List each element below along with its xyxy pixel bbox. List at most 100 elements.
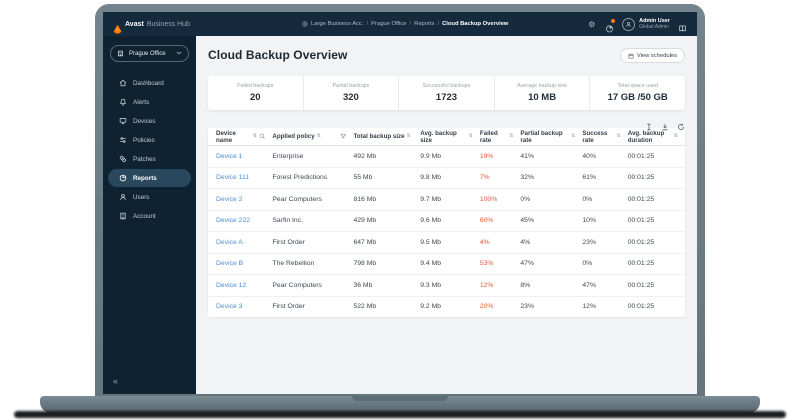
cell-applied-policy: Pear Computers [272,281,322,289]
cell-partial-backup-rate: 4% [520,238,531,246]
avast-logo: Avast Business Hub [113,20,190,34]
sidebar-item-dashboard[interactable]: Dashboard [108,74,191,92]
filter-funnel-icon[interactable] [340,133,347,140]
column-header-device-name[interactable]: Device name ⇅ [208,130,272,144]
cell-applied-policy: Sarfin Inc. [272,217,303,225]
backup-report-table: Device name ⇅ Applied policy ⇅ [208,128,685,317]
cell-total-backup-size: 492 Mb [353,152,377,160]
breadcrumb-separator: / [437,21,440,27]
cell-device-name[interactable]: Device 1 [216,152,243,160]
avast-logo-icon [113,20,122,34]
column-header-partial-backup-rate[interactable]: Partial backup rate ⇅ [520,129,576,144]
sidebar-item-account[interactable]: Account [108,207,191,225]
chevron-down-icon [176,51,182,57]
cell-device-name[interactable]: Device B [216,260,244,268]
table-row: Device 12 Pear Computers 36 Mb 9.3 Mb 12… [208,275,685,297]
column-header-avg-backup-size[interactable]: Avg. backup size ⇅ [420,129,473,144]
view-schedules-button[interactable]: View schedules [619,48,685,63]
sidebar-item-policies[interactable]: Policies [108,131,191,149]
cell-total-backup-size: 429 Mb [353,217,377,225]
cell-device-name[interactable]: Device A [216,238,243,246]
sort-icon[interactable]: ⇅ [468,133,473,139]
cell-success-rate: 47% [582,281,596,289]
cell-success-rate: 40% [582,152,596,160]
patch-icon [119,155,127,163]
column-header-failed-rate[interactable]: Failed rate ⇅ [479,129,514,144]
cell-applied-policy: The Rebellion [272,260,315,268]
cell-partial-backup-rate: 23% [520,303,534,311]
column-header-avg-backup-duration[interactable]: Avg. backup duration ⇅ [627,129,678,144]
column-header-success-rate[interactable]: Success rate ⇅ [582,129,621,144]
breadcrumb-item[interactable]: Large Business Acc. [311,21,364,27]
cell-avg-backup-size: 9.8 Mb [420,174,442,182]
cell-avg-backup-duration: 00:01:25 [627,260,655,268]
cell-applied-policy: First Order [272,238,305,246]
sort-icon[interactable]: ⇅ [509,133,514,139]
breadcrumb-separator: / [409,21,412,27]
cell-avg-backup-duration: 00:01:25 [627,217,655,225]
cell-device-name[interactable]: Device 12 [216,281,247,289]
breadcrumb-item[interactable]: Reports [414,21,435,27]
page-title: Cloud Backup Overview [208,48,348,62]
knowledge-book-icon[interactable] [678,20,687,31]
sort-icon[interactable]: ⇅ [316,133,321,139]
topbar-actions: ⚙ Admin User Global Admin [588,17,687,32]
cell-success-rate: 10% [582,217,596,225]
cell-success-rate: 0% [582,195,593,203]
sidebar-collapse-button[interactable]: « [113,376,119,386]
sidebar-item-reports[interactable]: Reports [108,169,191,187]
cell-device-name[interactable]: Device 111 [216,174,249,182]
cell-device-name[interactable]: Device 222 [216,217,251,225]
sidebar-item-devices[interactable]: Devices [108,112,191,130]
org-icon [302,21,308,27]
breadcrumb-separator: / [366,21,369,27]
sidebar-item-alerts[interactable]: Alerts [108,93,191,111]
cell-avg-backup-size: 9.5 Mb [420,238,442,246]
monitor-icon [119,117,127,125]
notifications-icon[interactable] [605,18,616,32]
site-selector[interactable]: Prague Office [110,45,189,62]
sidebar-item-patches[interactable]: Patches [108,150,191,168]
user-menu[interactable]: Admin User Global Admin [622,17,670,31]
breadcrumb-item[interactable]: Prague Office [371,21,407,27]
sort-icon[interactable]: ⇅ [571,133,576,139]
cell-applied-policy: Pear Computers [272,195,322,203]
cell-total-backup-size: 647 Mb [353,238,377,246]
cell-device-name[interactable]: Device 2 [216,195,243,203]
sidebar-nav: Dashboard Alerts Devices [103,74,196,225]
search-icon[interactable] [259,133,266,140]
cell-failed-rate: 53% [479,260,494,268]
user-name: Admin User [639,17,670,24]
table-toolbar [208,115,685,130]
sort-icon[interactable]: ⇅ [673,133,678,139]
sort-icon[interactable]: ⇅ [616,133,621,139]
cell-partial-backup-rate: 47% [520,260,534,268]
table-row: Device 222 Sarfin Inc. 429 Mb 9.6 Mb 60%… [208,211,685,232]
sort-icon[interactable]: ⇅ [406,133,411,139]
settings-gear-icon[interactable]: ⚙ [588,19,596,29]
cell-partial-backup-rate: 45% [520,217,534,225]
table-body: Device 1 Enterprise 492 Mb 9.9 Mb 19% 41… [208,146,685,317]
stat-item: Total space used 17 GB /50 GB [607,83,668,103]
backup-stats-card: Failed backups 20 Partial backups 320 Su… [208,76,685,110]
table-row: Device 111 Forest Predictions 55 Mb 9.8 … [208,168,685,189]
cell-failed-rate: 100% [479,195,498,203]
cell-avg-backup-duration: 00:01:25 [627,281,655,289]
user-icon [119,193,127,201]
table-row: Device 1 Enterprise 492 Mb 9.9 Mb 19% 41… [208,146,685,168]
cell-avg-backup-size: 9.2 Mb [420,303,442,311]
refresh-icon[interactable] [677,118,685,130]
cell-device-name[interactable]: Device 3 [216,303,243,311]
sidebar-item-users[interactable]: Users [108,188,191,206]
column-header-total-backup-size[interactable]: Total backup size ⇅ [353,133,411,140]
laptop-frame: Avast Business Hub Large Business Acc. /… [95,4,705,398]
top-bar: Avast Business Hub Large Business Acc. /… [103,12,697,36]
sort-icon[interactable]: ⇅ [252,133,257,139]
cell-success-rate: 0% [582,260,593,268]
cell-avg-backup-size: 9.4 Mb [420,260,442,268]
column-settings-icon[interactable] [645,118,653,130]
cell-avg-backup-size: 9.7 Mb [420,195,442,203]
column-header-applied-policy[interactable]: Applied policy ⇅ [272,133,353,140]
main-content: Cloud Backup Overview View schedules [196,36,697,394]
download-export-icon[interactable] [661,118,669,130]
